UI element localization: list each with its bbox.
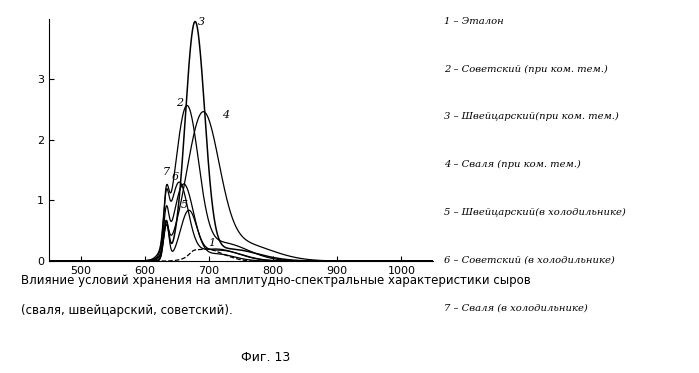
Text: 4: 4 — [222, 110, 229, 120]
Text: 7: 7 — [162, 167, 169, 178]
Text: 4 – Сваля (при ком. тем.): 4 – Сваля (при ком. тем.) — [444, 160, 581, 169]
Text: 5 – Швейцарский(в холодильнике): 5 – Швейцарский(в холодильнике) — [444, 208, 626, 217]
Text: 6 – Советский (в холодильнике): 6 – Советский (в холодильнике) — [444, 256, 614, 264]
Text: 5: 5 — [181, 200, 188, 210]
Text: 3 – Швейцарский(при ком. тем.): 3 – Швейцарский(при ком. тем.) — [444, 112, 619, 121]
Text: Фиг. 13: Фиг. 13 — [241, 351, 290, 364]
Text: 2: 2 — [176, 98, 183, 109]
Text: 7 – Сваля (в холодильнике): 7 – Сваля (в холодильнике) — [444, 303, 588, 312]
Text: 3: 3 — [198, 16, 205, 26]
Text: 2 – Советский (при ком. тем.): 2 – Советский (при ком. тем.) — [444, 65, 607, 73]
Text: 1: 1 — [208, 238, 215, 248]
Text: (сваля, швейцарский, советский).: (сваля, швейцарский, советский). — [21, 304, 233, 317]
Text: Влияние условий хранения на амплитудно-спектральные характеристики сыров: Влияние условий хранения на амплитудно-с… — [21, 274, 531, 287]
Text: 6: 6 — [172, 172, 179, 182]
Text: 1 – Эталон: 1 – Эталон — [444, 17, 503, 26]
